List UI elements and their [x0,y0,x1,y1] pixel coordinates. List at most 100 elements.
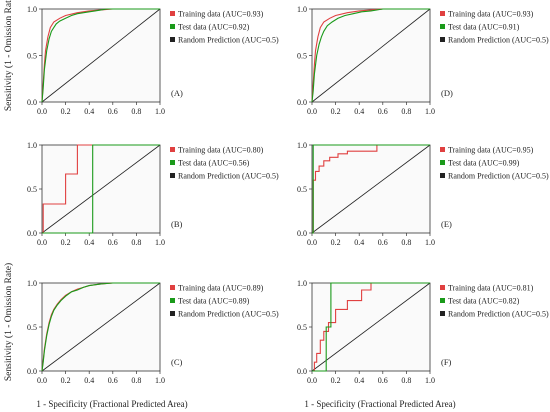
figure-xlabel-left: 1 - Specificity (Fractional Predicted Ar… [36,399,187,409]
legend-label-test: Test data (AUC=0.89) [178,297,250,306]
legend-label-test: Test data (AUC=0.99) [448,159,520,168]
legend-swatch-random [170,311,175,316]
y-tick-label: 1.0 [27,5,37,14]
chart-panel-c: 0.0 0.2 0.4 0.6 0.8 1.0 0.0 0.5 1.0 Training data… [27,279,279,385]
y-tick-label: 0.0 [27,98,37,107]
y-tick-label: 1.0 [297,141,307,150]
y-tick-label: 0.5 [27,323,37,332]
legend-label-random: Random Prediction (AUC=0.5) [178,172,279,181]
figure-ylabel-bottom: Sensitivity (1 - Omission Rate) [3,263,14,381]
x-tick-label: 0.8 [401,238,411,247]
x-tick-label: 0.0 [307,376,317,385]
chart-panel-f: 0.0 0.2 0.4 0.6 0.8 1.0 0.0 0.5 1.0 Training data… [297,279,549,385]
legend-swatch-random [170,173,175,178]
x-tick-label: 0.4 [84,238,94,247]
series-line-test [41,8,160,103]
x-tick-label: 0.0 [37,376,47,385]
x-tick-label: 0.6 [378,376,388,385]
chart-panel-e: 0.0 0.2 0.4 0.6 0.8 1.0 0.0 0.5 1.0 Training data… [297,141,549,247]
x-tick-label: 0.6 [378,238,388,247]
panel-label: (D) [441,88,453,98]
legend-label-random: Random Prediction (AUC=0.5) [178,310,279,319]
x-tick-label: 0.4 [354,107,364,116]
x-tick-label: 0.8 [131,376,141,385]
x-tick-label: 1.0 [155,376,165,385]
series-line-test [41,282,160,372]
legend-label-random: Random Prediction (AUC=0.5) [448,310,549,319]
panel-label: (E) [441,219,452,229]
x-tick-label: 0.2 [61,238,71,247]
legend-swatch-test [170,298,175,303]
x-tick-label: 0.8 [131,107,141,116]
y-tick-label: 0.5 [27,185,37,194]
x-tick-label: 1.0 [425,238,435,247]
legend-label-training: Training data (AUC=0.95) [448,146,534,155]
x-tick-label: 0.0 [37,238,47,247]
legend-label-training: Training data (AUC=0.80) [178,146,264,155]
series-line-test [42,144,160,234]
x-tick-label: 0.0 [37,107,47,116]
chart-panel-b: 0.0 0.2 0.4 0.6 0.8 1.0 0.0 0.5 1.0 Training data… [27,141,279,247]
series-line-test [312,282,430,372]
x-tick-label: 0.2 [331,376,341,385]
legend-label-random: Random Prediction (AUC=0.5) [178,36,279,45]
legend-swatch-random [170,37,175,42]
y-tick-label: 0.5 [27,52,37,61]
x-tick-label: 0.6 [108,238,118,247]
y-tick-label: 0.5 [297,52,307,61]
legend-label-training: Training data (AUC=0.93) [178,10,264,19]
series-line-training [42,144,160,234]
x-tick-label: 0.8 [401,376,411,385]
series-line-random [41,8,161,103]
x-tick-label: 0.2 [61,107,71,116]
legend-swatch-test [440,298,445,303]
x-tick-label: 1.0 [155,238,165,247]
legend-swatch-training [440,11,445,16]
y-tick-label: 0.0 [27,229,37,238]
x-tick-label: 0.6 [378,107,388,116]
figure-xlabel-right: 1 - Specificity (Fractional Predicted Ar… [304,399,455,409]
x-tick-label: 0.4 [84,107,94,116]
legend-label-test: Test data (AUC=0.56) [178,159,250,168]
legend-label-random: Random Prediction (AUC=0.5) [448,172,549,181]
legend-swatch-training [170,285,175,290]
legend-label-training: Training data (AUC=0.93) [448,10,534,19]
figure-ylabel-top: Sensitivity (1 - Omission Rate) [3,0,14,111]
legend-swatch-random [440,37,445,42]
x-tick-label: 0.8 [401,107,411,116]
legend-swatch-training [440,147,445,152]
panel-label: (B) [171,219,183,229]
x-tick-label: 0.0 [307,107,317,116]
y-tick-label: 1.0 [297,5,307,14]
legend-swatch-random [440,311,445,316]
series-line-random [311,282,431,372]
x-tick-label: 1.0 [155,107,165,116]
legend-label-training: Training data (AUC=0.81) [448,284,534,293]
y-tick-label: 0.0 [27,367,37,376]
y-tick-label: 0.0 [297,367,307,376]
series-line-random [311,144,431,234]
legend-label-random: Random Prediction (AUC=0.5) [448,36,549,45]
y-tick-label: 0.5 [297,185,307,194]
legend-swatch-training [170,147,175,152]
series-line-random [41,144,161,234]
x-tick-label: 0.8 [131,238,141,247]
x-tick-label: 0.0 [307,238,317,247]
y-tick-label: 0.5 [297,323,307,332]
x-tick-label: 1.0 [425,107,435,116]
y-tick-label: 1.0 [27,141,37,150]
legend-label-test: Test data (AUC=0.82) [448,297,520,306]
legend-swatch-training [440,285,445,290]
panel-label: (F) [441,357,452,367]
x-tick-label: 1.0 [425,376,435,385]
y-tick-label: 1.0 [297,279,307,288]
x-tick-label: 0.2 [61,376,71,385]
series-line-random [41,282,161,372]
panels: 0.0 0.2 0.4 0.6 0.8 1.0 0.0 0.5 1.0 Training data… [27,5,549,385]
y-tick-label: 1.0 [27,279,37,288]
legend-swatch-test [440,24,445,29]
x-tick-label: 0.4 [354,376,364,385]
legend-label-training: Training data (AUC=0.89) [178,284,264,293]
series-line-test [312,144,430,234]
series-line-test [311,8,430,103]
